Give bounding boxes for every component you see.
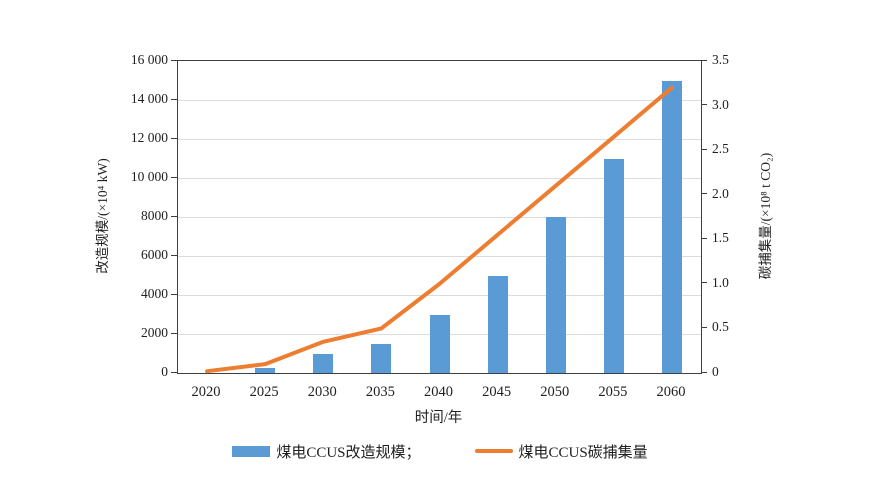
left-tick-mark — [171, 215, 177, 217]
right-tick-mark — [701, 59, 707, 61]
left-axis-tick-label: 10 000 — [130, 169, 168, 184]
bar — [661, 80, 682, 373]
left-axis-tick-label: 14 000 — [130, 91, 168, 106]
left-axis-title: 改造规模/(×10⁴ kW) — [95, 158, 110, 274]
gridline — [178, 177, 701, 179]
left-tick-mark — [171, 137, 177, 139]
gridline — [178, 294, 701, 296]
legend-item-bar: 煤电CCUS改造规模； — [232, 441, 421, 462]
legend-bar-label: 煤电CCUS改造规模； — [276, 444, 421, 461]
right-axis-tick-label: 3.0 — [712, 96, 729, 112]
left-tick-mark — [171, 371, 177, 373]
x-axis-tick-label: 2030 — [307, 384, 337, 400]
left-tick-mark — [171, 254, 177, 256]
bar — [313, 353, 334, 373]
left-tick-mark — [171, 176, 177, 178]
x-axis-tick-label: 2025 — [249, 384, 279, 400]
left-axis-tick-label: 16 000 — [130, 52, 168, 67]
right-axis-tick-label: 0.5 — [712, 319, 729, 335]
legend-item-line: 煤电CCUS碳捕集量 — [474, 441, 648, 462]
line-swatch-icon — [474, 449, 513, 453]
bar — [487, 275, 508, 373]
right-tick-mark — [701, 326, 707, 328]
right-axis-tick-label: 2.0 — [712, 185, 729, 201]
bar — [603, 158, 624, 373]
line-series — [205, 85, 674, 374]
right-axis-tick-label: 0 — [712, 364, 719, 379]
carbon-capture-line — [205, 85, 674, 374]
right-axis-title: 碳捕集量/(×10⁸ t CO₂) — [758, 152, 773, 280]
right-tick-mark — [701, 237, 707, 239]
right-tick-mark — [701, 193, 707, 195]
left-axis-tick-label: 4000 — [141, 286, 168, 301]
gridline — [178, 99, 701, 101]
x-axis-tick-label: 2035 — [365, 384, 395, 400]
x-axis-tick-label: 2045 — [482, 384, 512, 400]
left-tick-mark — [171, 59, 177, 61]
gridline — [178, 216, 701, 218]
right-tick-mark — [701, 148, 707, 150]
left-tick-mark — [171, 293, 177, 295]
left-axis-tick-label: 6000 — [141, 247, 168, 262]
right-axis-tick-label: 1.5 — [712, 230, 729, 246]
gridline — [178, 255, 701, 257]
bar-swatch-icon — [232, 445, 271, 457]
left-tick-mark — [171, 332, 177, 334]
bar — [545, 217, 566, 373]
bar — [429, 314, 450, 373]
x-axis-tick-label: 2020 — [191, 384, 221, 400]
right-tick-mark — [701, 104, 707, 106]
x-axis-tick-label: 2060 — [656, 384, 686, 400]
right-axis-tick-label: 3.5 — [712, 52, 729, 67]
legend-line-label: 煤电CCUS碳捕集量 — [518, 444, 648, 461]
legend: 煤电CCUS改造规模； 煤电CCUS碳捕集量 — [120, 441, 760, 461]
x-axis-tick-label: 2040 — [424, 384, 453, 400]
right-tick-mark — [701, 282, 707, 284]
right-axis-tick-label: 1.0 — [712, 274, 729, 290]
plot-area — [177, 60, 702, 374]
left-axis-tick-label: 12 000 — [130, 130, 168, 145]
right-axis-tick-label: 2.5 — [712, 141, 729, 157]
bar — [371, 343, 392, 373]
left-axis-tick-label: 0 — [161, 364, 168, 379]
bar — [255, 368, 276, 373]
left-axis-tick-label: 8000 — [141, 208, 168, 223]
left-axis-tick-label: 2000 — [141, 325, 168, 340]
left-tick-mark — [171, 98, 177, 100]
gridline — [178, 138, 701, 140]
x-axis-title: 时间/年 — [414, 410, 463, 426]
x-axis-tick-label: 2055 — [598, 384, 628, 400]
right-tick-mark — [701, 371, 707, 373]
x-axis-tick-label: 2050 — [540, 384, 570, 400]
